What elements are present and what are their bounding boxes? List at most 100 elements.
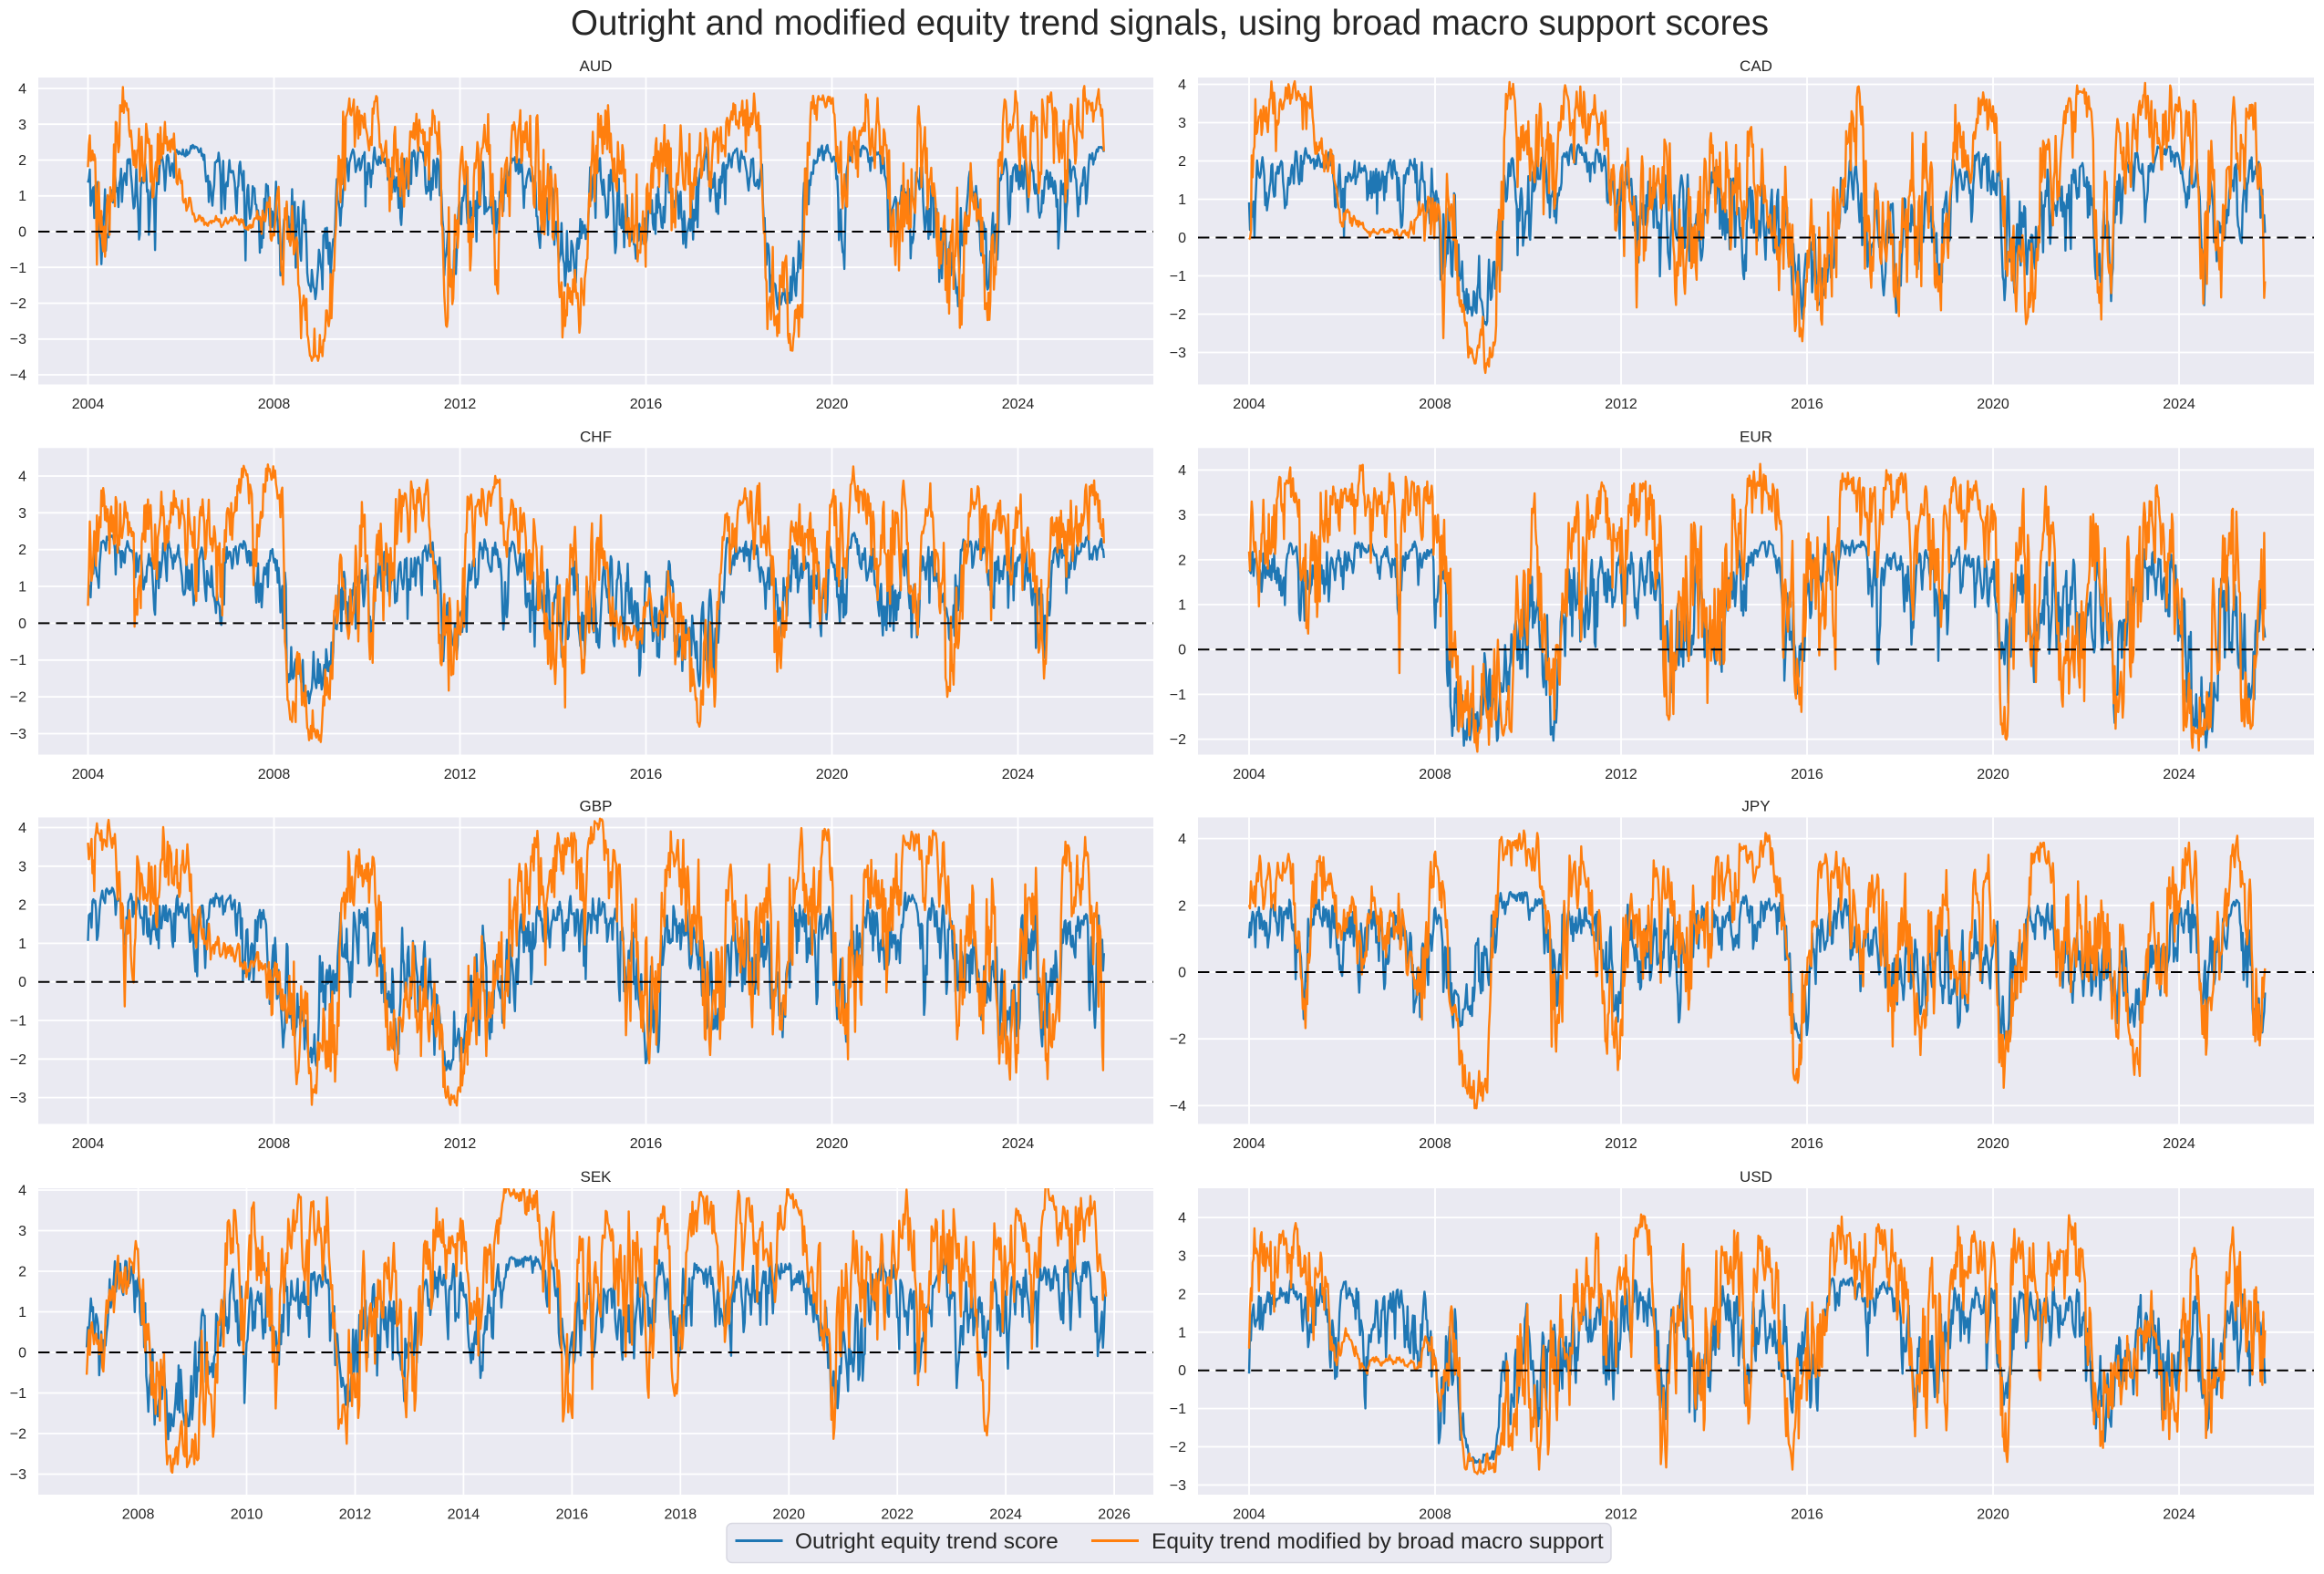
svg-text:−3: −3 <box>1170 346 1186 361</box>
svg-text:2016: 2016 <box>1791 397 1823 412</box>
svg-text:EUR: EUR <box>1740 428 1772 445</box>
svg-text:2024: 2024 <box>2163 1507 2195 1523</box>
svg-text:2012: 2012 <box>1605 397 1637 412</box>
svg-text:SEK: SEK <box>580 1168 612 1186</box>
svg-text:1: 1 <box>18 189 26 204</box>
svg-text:2012: 2012 <box>444 1136 477 1152</box>
svg-text:2024: 2024 <box>1002 1136 1035 1152</box>
svg-text:−1: −1 <box>1170 688 1186 703</box>
svg-text:2016: 2016 <box>630 1136 663 1152</box>
svg-text:−2: −2 <box>1170 307 1186 323</box>
svg-text:2004: 2004 <box>72 767 105 782</box>
svg-text:3: 3 <box>18 1224 26 1239</box>
svg-text:2024: 2024 <box>2163 767 2195 782</box>
svg-text:−1: −1 <box>10 653 26 668</box>
svg-text:2024: 2024 <box>1002 397 1035 412</box>
svg-text:2012: 2012 <box>339 1507 372 1523</box>
svg-text:−2: −2 <box>1170 1032 1186 1048</box>
svg-text:2020: 2020 <box>1977 767 2009 782</box>
svg-text:0: 0 <box>1178 231 1186 246</box>
svg-text:2: 2 <box>18 1265 26 1280</box>
svg-text:1: 1 <box>1178 598 1186 614</box>
svg-text:1: 1 <box>18 580 26 595</box>
svg-text:−1: −1 <box>10 1386 26 1402</box>
svg-text:2016: 2016 <box>1791 767 1823 782</box>
svg-text:−3: −3 <box>1170 1478 1186 1494</box>
svg-text:−1: −1 <box>1170 1402 1186 1417</box>
svg-text:Equity trend modified by broad: Equity trend modified by broad macro sup… <box>1152 1529 1604 1554</box>
svg-text:2008: 2008 <box>122 1507 155 1523</box>
svg-text:−2: −2 <box>10 296 26 312</box>
svg-text:0: 0 <box>18 975 26 990</box>
svg-text:4: 4 <box>1178 832 1186 847</box>
svg-text:4: 4 <box>18 821 26 836</box>
svg-text:−3: −3 <box>10 1467 26 1483</box>
svg-text:2008: 2008 <box>1419 1136 1451 1152</box>
svg-text:2020: 2020 <box>772 1507 805 1523</box>
svg-text:1: 1 <box>18 937 26 952</box>
svg-text:1: 1 <box>1178 192 1186 208</box>
svg-text:2: 2 <box>18 543 26 558</box>
svg-text:1: 1 <box>1178 1325 1186 1341</box>
svg-text:−3: −3 <box>10 1091 26 1106</box>
svg-text:2008: 2008 <box>1419 397 1451 412</box>
svg-text:2020: 2020 <box>816 397 849 412</box>
svg-text:2012: 2012 <box>444 767 477 782</box>
svg-text:2008: 2008 <box>1419 767 1451 782</box>
svg-text:3: 3 <box>18 506 26 522</box>
svg-text:2020: 2020 <box>1977 1136 2009 1152</box>
svg-text:−3: −3 <box>10 332 26 347</box>
svg-text:2016: 2016 <box>1791 1507 1823 1523</box>
svg-text:4: 4 <box>18 470 26 485</box>
svg-text:2024: 2024 <box>1002 767 1035 782</box>
svg-text:2024: 2024 <box>989 1507 1022 1523</box>
svg-text:0: 0 <box>18 616 26 632</box>
svg-text:4: 4 <box>18 1184 26 1199</box>
svg-text:4: 4 <box>1178 463 1186 479</box>
svg-text:2: 2 <box>1178 553 1186 568</box>
svg-text:2016: 2016 <box>630 767 663 782</box>
svg-text:−4: −4 <box>10 368 26 384</box>
svg-text:Outright equity trend score: Outright equity trend score <box>795 1529 1059 1554</box>
svg-text:2010: 2010 <box>231 1507 263 1523</box>
svg-text:2: 2 <box>1178 1287 1186 1302</box>
svg-text:−1: −1 <box>10 261 26 276</box>
svg-text:2020: 2020 <box>816 767 849 782</box>
svg-text:2008: 2008 <box>258 397 291 412</box>
svg-text:2: 2 <box>1178 898 1186 914</box>
svg-text:3: 3 <box>18 118 26 133</box>
svg-text:2012: 2012 <box>1605 1136 1637 1152</box>
svg-text:2016: 2016 <box>1791 1136 1823 1152</box>
svg-text:2016: 2016 <box>556 1507 589 1523</box>
svg-text:2: 2 <box>18 898 26 914</box>
svg-text:2012: 2012 <box>1605 1507 1637 1523</box>
svg-text:2018: 2018 <box>665 1507 697 1523</box>
svg-text:2024: 2024 <box>2163 1136 2195 1152</box>
svg-text:2022: 2022 <box>881 1507 914 1523</box>
svg-text:2016: 2016 <box>630 397 663 412</box>
svg-text:0: 0 <box>18 225 26 241</box>
svg-text:0: 0 <box>1178 966 1186 981</box>
svg-text:CHF: CHF <box>580 428 612 445</box>
svg-text:−2: −2 <box>1170 732 1186 748</box>
svg-text:2: 2 <box>18 153 26 169</box>
svg-text:1: 1 <box>18 1305 26 1320</box>
svg-text:2026: 2026 <box>1098 1507 1131 1523</box>
svg-text:3: 3 <box>18 859 26 875</box>
svg-text:0: 0 <box>18 1346 26 1362</box>
svg-text:2004: 2004 <box>1233 767 1265 782</box>
svg-text:2008: 2008 <box>258 1136 291 1152</box>
svg-text:2008: 2008 <box>258 767 291 782</box>
svg-text:2004: 2004 <box>1233 397 1265 412</box>
svg-text:AUD: AUD <box>580 57 613 75</box>
svg-text:−1: −1 <box>10 1014 26 1030</box>
svg-text:−2: −2 <box>1170 1440 1186 1455</box>
svg-text:−1: −1 <box>1170 269 1186 285</box>
svg-text:4: 4 <box>18 82 26 98</box>
svg-text:2020: 2020 <box>1977 397 2009 412</box>
svg-text:GBP: GBP <box>580 797 613 814</box>
svg-text:JPY: JPY <box>1741 797 1770 814</box>
svg-text:3: 3 <box>1178 508 1186 523</box>
svg-text:0: 0 <box>1178 1363 1186 1379</box>
svg-text:2012: 2012 <box>444 397 477 412</box>
